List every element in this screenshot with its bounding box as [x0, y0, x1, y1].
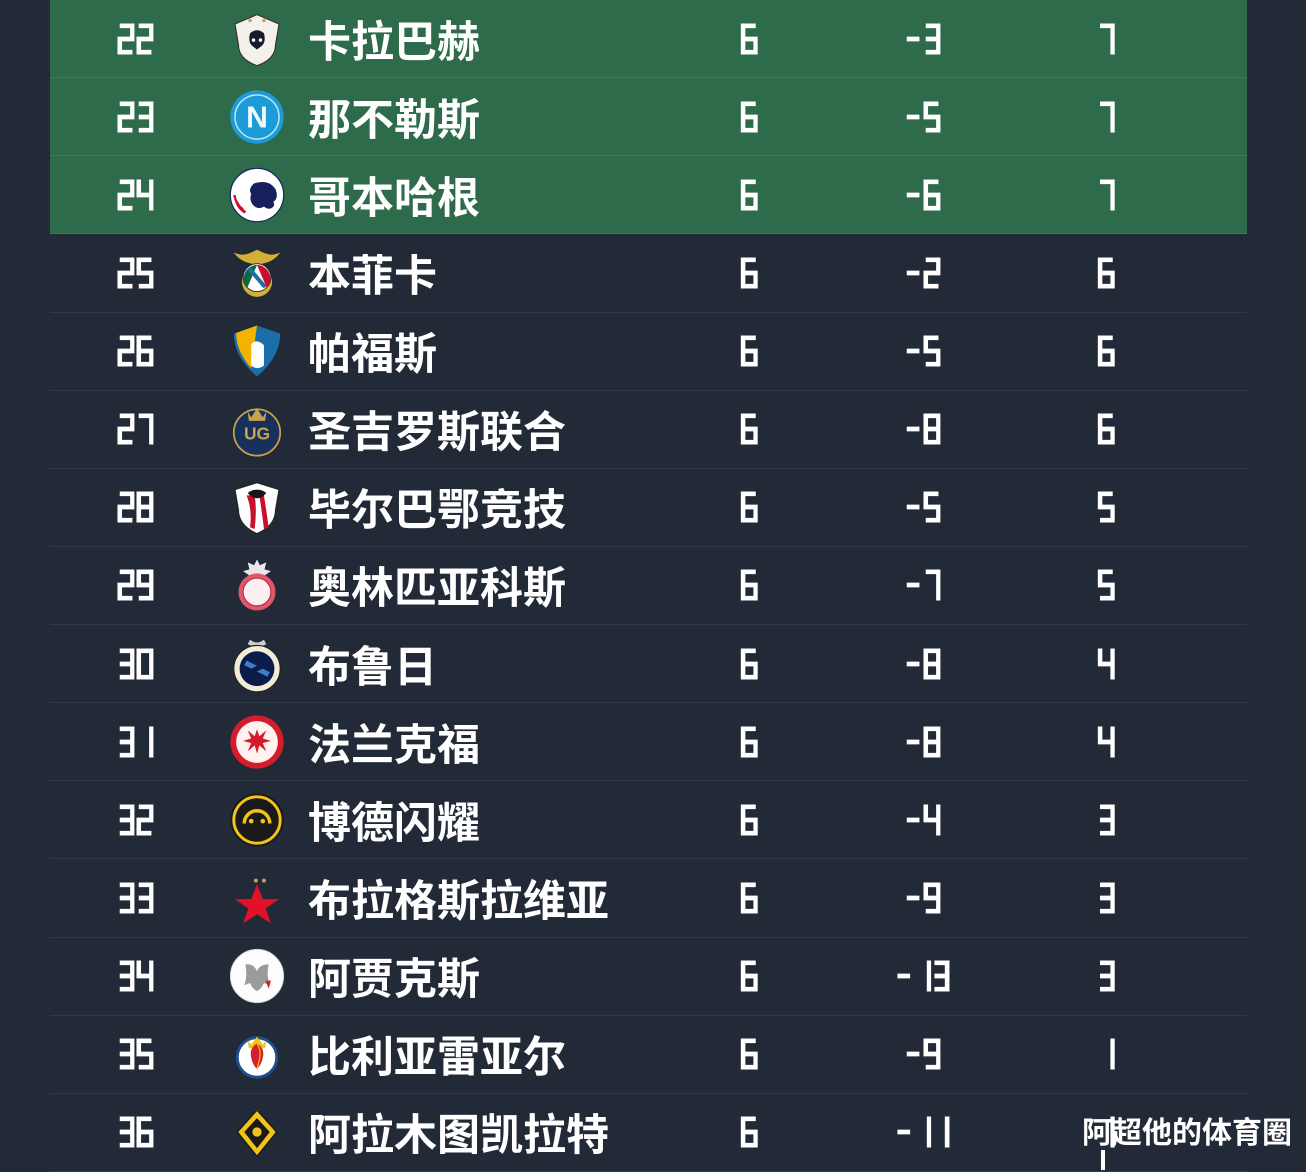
svg-text:N: N	[246, 101, 268, 134]
svg-text:UG: UG	[244, 424, 270, 444]
